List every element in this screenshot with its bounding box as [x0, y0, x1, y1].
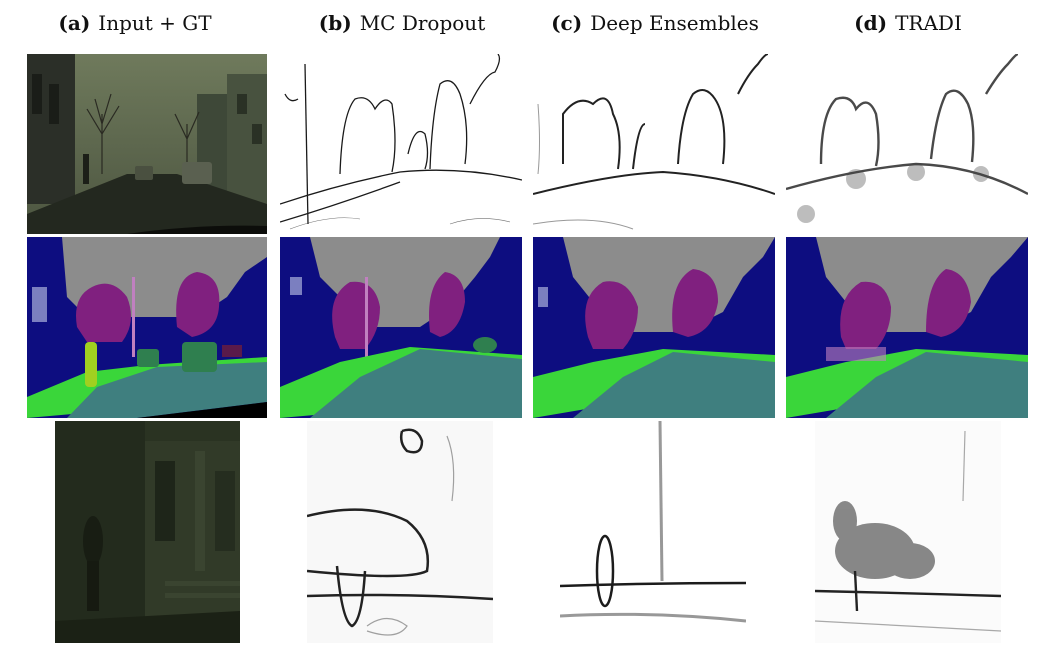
column-label: MC Dropout: [359, 11, 486, 35]
deep-ensembles-uncertainty-map: [533, 54, 775, 234]
column-header-mc-dropout: (b) MC Dropout: [282, 8, 522, 38]
column-header-tradi: (d) TRADI: [788, 8, 1028, 38]
column-label: Deep Ensembles: [590, 11, 759, 35]
input-street-photo: [27, 54, 267, 234]
input-crop-photo: [55, 421, 240, 643]
column-label: Input + GT: [98, 11, 212, 35]
ground-truth-segmentation: [27, 237, 267, 418]
column-header-input-gt: (a) Input + GT: [30, 8, 240, 38]
column-tag: (b): [318, 11, 352, 35]
mc-dropout-segmentation: [280, 237, 522, 418]
column-tag: (c): [551, 11, 583, 35]
tradi-crop-uncertainty: [815, 421, 1001, 643]
tradi-uncertainty-map: [786, 54, 1028, 234]
column-header-deep-ensembles: (c) Deep Ensembles: [535, 8, 775, 38]
tradi-segmentation: [786, 237, 1028, 418]
column-label: TRADI: [895, 11, 962, 35]
column-tag: (d): [854, 11, 888, 35]
deep-ensembles-crop-uncertainty: [560, 421, 746, 643]
deep-ensembles-segmentation: [533, 237, 775, 418]
column-tag: (a): [58, 11, 91, 35]
mc-dropout-uncertainty-map: [280, 54, 522, 234]
mc-dropout-crop-uncertainty: [307, 421, 493, 643]
